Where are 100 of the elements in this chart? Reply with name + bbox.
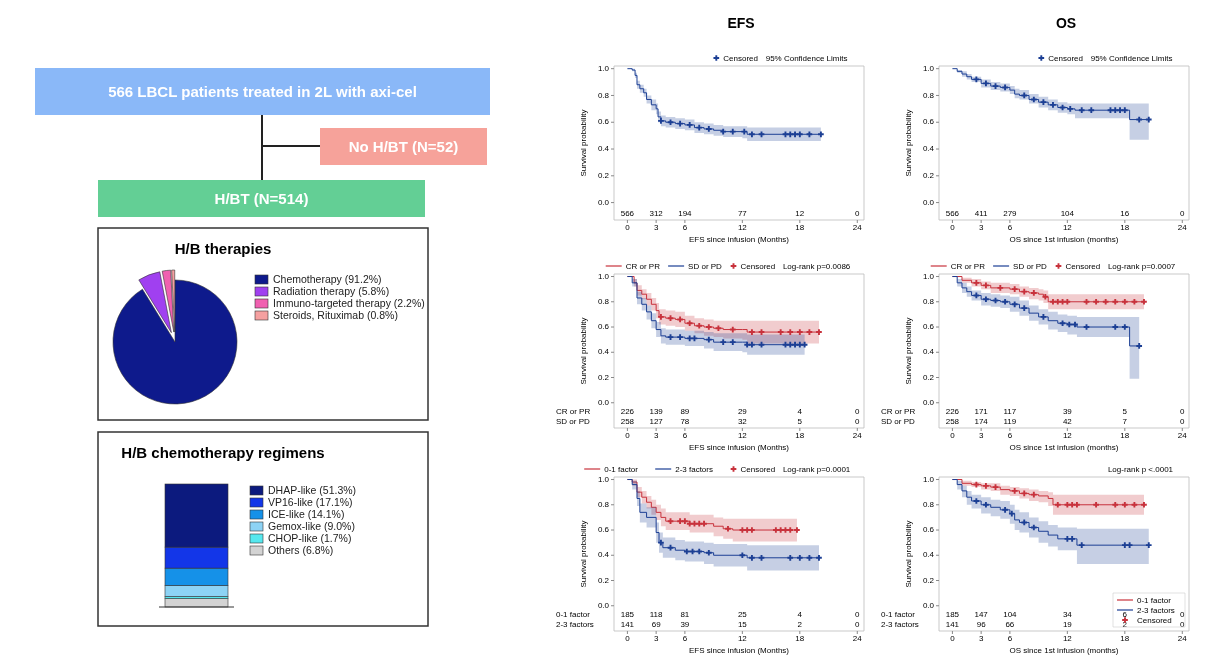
- annotation: 566: [945, 209, 960, 218]
- annotation: 141: [620, 620, 635, 629]
- x-tick-label: 3: [653, 223, 659, 232]
- annotation: 15: [737, 620, 748, 629]
- annotation: 171: [974, 407, 989, 416]
- annotation: 96: [976, 620, 987, 629]
- legend-label: SD or PD: [1013, 262, 1048, 271]
- annotation: 141: [945, 620, 960, 629]
- point: [705, 324, 712, 330]
- point: [749, 131, 755, 138]
- point: [1011, 488, 1018, 494]
- legend-label: Immuno-targeted therapy (2.2%): [273, 297, 425, 309]
- point: [1002, 506, 1008, 513]
- x-tick-label: 3: [653, 431, 659, 440]
- point: [1078, 542, 1085, 549]
- y-tick-label: 0.8: [922, 499, 935, 509]
- x-tick-label: 18: [1120, 431, 1130, 440]
- x-tick-label: 18: [795, 634, 805, 643]
- x-tick-label: 0: [625, 223, 631, 232]
- y-axis-title: Survival probability: [579, 520, 588, 588]
- point: [701, 520, 707, 527]
- annotation: 185: [620, 610, 635, 619]
- annotation: 6: [1122, 610, 1128, 619]
- point: [1141, 501, 1147, 508]
- x-tick-label: 3: [653, 634, 659, 643]
- point: [1112, 298, 1119, 305]
- point: [1145, 116, 1152, 123]
- annotation: 194: [678, 209, 693, 218]
- point: [725, 525, 731, 532]
- x-tick-label: 6: [1007, 634, 1013, 643]
- x-axis-title: OS since 1st infusion (months): [1009, 443, 1119, 452]
- point: [696, 322, 703, 329]
- text: SD or PD: [881, 417, 916, 426]
- point: [705, 336, 712, 343]
- y-tick-label: 0.6: [922, 525, 935, 535]
- legend-label: SD or PD: [688, 262, 723, 271]
- annotation: 2: [1122, 620, 1128, 629]
- point: [720, 339, 727, 346]
- legend-label: Radiation therapy (5.8%): [273, 285, 390, 297]
- y-tick-label: 0.0: [922, 600, 935, 610]
- annotation: 0: [855, 610, 861, 619]
- point: [816, 554, 822, 561]
- annotation: 7: [1122, 417, 1128, 426]
- point: [715, 325, 722, 332]
- point: [818, 131, 824, 138]
- x-axis-title: EFS since infusion (Months): [688, 235, 790, 244]
- legend-label: Others (6.8%): [268, 544, 334, 556]
- y-tick-label: 0.0: [597, 197, 610, 207]
- y-tick-label: 1.0: [597, 271, 610, 281]
- y-tick-label: 1.0: [597, 63, 610, 73]
- point: [1131, 501, 1138, 508]
- annotation: 2: [797, 620, 803, 629]
- y-tick-label: 1.0: [922, 474, 935, 484]
- y-tick-label: 0.4: [922, 144, 935, 154]
- annotation: 0: [1180, 407, 1186, 416]
- point: [792, 131, 798, 138]
- point: [1064, 298, 1071, 305]
- annotation: 5: [1122, 407, 1128, 416]
- text: 566 LBCL patients treated in 2L with axi-cel: [108, 82, 417, 100]
- y-tick-label: 1.0: [922, 271, 935, 281]
- annotation: 312: [649, 209, 664, 218]
- y-tick-label: 0.4: [597, 347, 610, 357]
- chart-title: H/B chemotherapy regimens: [121, 444, 325, 461]
- text: Log-rank p=0.0001: [782, 465, 851, 474]
- annotation: 147: [974, 610, 989, 619]
- y-tick-label: 0.4: [922, 550, 935, 560]
- point: [749, 554, 755, 561]
- point: [1002, 298, 1008, 305]
- annotation: 39: [1062, 407, 1073, 416]
- y-axis-title: Survival probability: [579, 109, 588, 177]
- point: [1030, 290, 1037, 296]
- point: [1042, 293, 1049, 300]
- x-tick-label: 0: [950, 634, 956, 643]
- x-tick-label: 12: [1062, 431, 1073, 440]
- y-tick-label: 0.2: [597, 372, 610, 382]
- x-tick-label: 12: [737, 634, 748, 643]
- annotation: 0: [1180, 610, 1186, 619]
- annotation: 139: [649, 407, 664, 416]
- x-tick-label: 6: [682, 634, 688, 643]
- legend-label: Censored: [740, 465, 776, 474]
- y-tick-label: 0.6: [922, 117, 935, 127]
- point: [729, 339, 736, 346]
- legend-label: CR or PR: [950, 262, 986, 271]
- annotation: 77: [737, 209, 748, 218]
- point: [777, 527, 784, 533]
- annotation: 0: [855, 209, 861, 218]
- y-axis-title: Survival probability: [904, 317, 913, 385]
- legend-label: ICE-like (14.1%): [268, 508, 345, 520]
- text: SD or PD: [556, 417, 591, 426]
- point: [787, 329, 794, 335]
- x-tick-label: 24: [852, 223, 863, 232]
- point: [1074, 501, 1080, 508]
- annotation: 104: [1003, 610, 1018, 619]
- text: 95% Confidence Limits: [1090, 54, 1173, 63]
- annotation: 127: [649, 417, 664, 426]
- x-tick-label: 3: [978, 223, 984, 232]
- point: [983, 296, 989, 303]
- y-tick-label: 0.2: [597, 171, 610, 181]
- text: Log-rank p=0.0086: [782, 262, 851, 271]
- point: [1141, 298, 1147, 305]
